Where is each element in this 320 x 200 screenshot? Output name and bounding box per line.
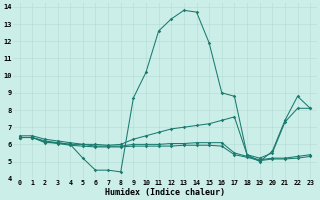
X-axis label: Humidex (Indice chaleur): Humidex (Indice chaleur) — [105, 188, 225, 197]
